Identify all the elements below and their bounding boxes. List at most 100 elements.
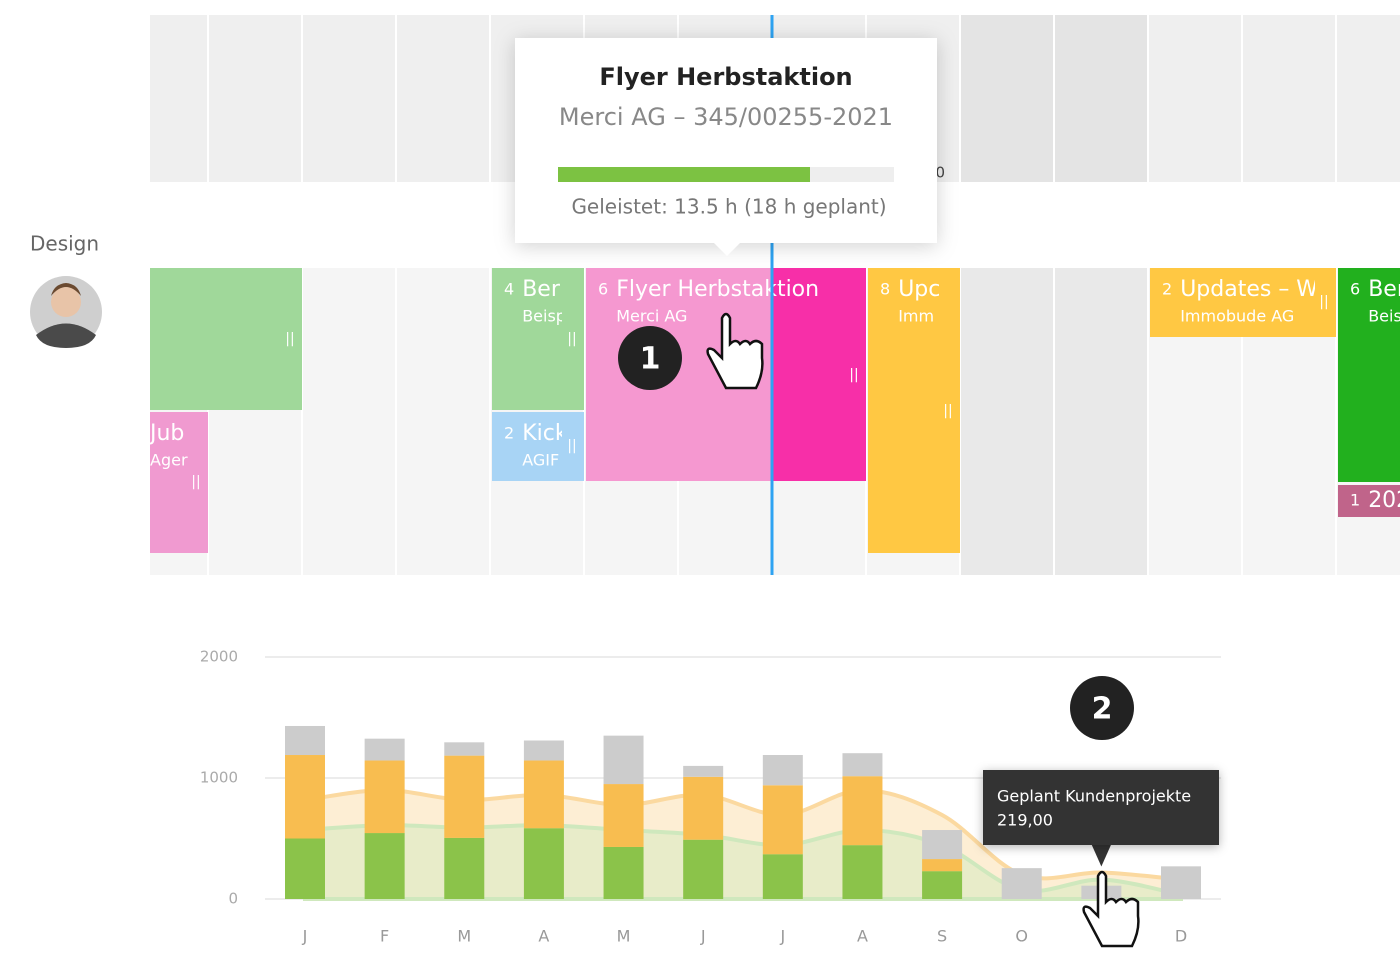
- task-client: Beisp: [522, 307, 566, 326]
- bar-segment: [603, 735, 644, 785]
- task-client: AGIF: [522, 451, 559, 470]
- bar-segment: [762, 785, 803, 855]
- bar-segment: [523, 828, 564, 899]
- drag-handle: ||: [285, 331, 294, 347]
- task-label: 1 202: [1350, 488, 1400, 513]
- task-count: 1: [1350, 491, 1360, 510]
- bar-segment: [922, 859, 963, 872]
- bar-segment: [444, 837, 485, 899]
- tooltip-text: Geleistet: 13.5 h (18 h geplant): [571, 195, 886, 219]
- drag-handle: ||: [567, 331, 576, 347]
- progress-fill: [558, 167, 810, 182]
- marker: 1: [618, 326, 682, 390]
- bar-segment: [842, 753, 883, 777]
- cursor: [706, 312, 764, 390]
- task-title: Jub: [148, 421, 184, 446]
- bar-segment: [683, 839, 724, 899]
- bar-segment: [842, 776, 883, 846]
- task-label: 8 Upc Imm: [880, 277, 940, 326]
- task-label: 2 Kick AGIF: [504, 421, 568, 470]
- task-client: Merci AG: [616, 307, 687, 326]
- x-tick-label: D: [1175, 927, 1187, 946]
- tooltip-title: Flyer Herbstaktion: [599, 63, 852, 91]
- marker-label: 2: [1092, 692, 1113, 727]
- bar-segment: [1161, 866, 1201, 899]
- task-block: [150, 412, 208, 553]
- task-title: Ber: [522, 277, 561, 302]
- task-block: [1338, 268, 1400, 482]
- task-label: 6 Ber Beis: [1350, 277, 1400, 326]
- task-count: 2: [1162, 280, 1172, 299]
- task-count: 8: [880, 280, 890, 299]
- bar-segment: [842, 845, 883, 899]
- x-tick-label: A: [857, 927, 868, 946]
- task-title: 202: [1368, 488, 1400, 513]
- drag-handle: ||: [1319, 294, 1328, 310]
- task-count: 2: [504, 424, 514, 443]
- x-tick-label: J: [302, 927, 308, 946]
- marker-label: 1: [640, 342, 661, 377]
- x-tick-label: F: [380, 927, 389, 946]
- x-tick-label: S: [937, 927, 947, 946]
- task-client: Ager: [150, 451, 188, 470]
- task-block: [1150, 268, 1336, 337]
- x-tick-label: M: [617, 927, 631, 946]
- task-block: [150, 268, 302, 410]
- task-label: 4 Ber Beisp: [504, 277, 566, 326]
- y-tick-label: 0: [228, 890, 238, 908]
- bar-segment: [683, 776, 724, 840]
- bar-segment: [603, 784, 644, 847]
- avatar: [30, 276, 102, 348]
- tooltip-series: Geplant Kundenprojekte: [997, 787, 1191, 806]
- tooltip-arrow: [1091, 844, 1112, 867]
- drag-handle: ||: [849, 367, 858, 383]
- tooltip-box: [515, 38, 937, 243]
- x-tick-label: O: [1015, 927, 1028, 946]
- task-title: Flyer Herbstaktion: [616, 277, 819, 302]
- bar-segment: [364, 738, 405, 761]
- task-client: Beis: [1368, 307, 1400, 326]
- marker: 2: [1070, 676, 1134, 740]
- task-client: Imm: [898, 307, 934, 326]
- task-block: [772, 268, 866, 481]
- cursor: [1082, 870, 1140, 948]
- bar-segment: [922, 871, 963, 899]
- bar-segment: [683, 765, 724, 777]
- bar-segment: [444, 742, 485, 756]
- bar-segment: [1001, 868, 1042, 899]
- task-title: Updates – W: [1180, 277, 1318, 302]
- task-count: 6: [598, 280, 608, 299]
- bar-segment: [364, 760, 405, 834]
- task-count: 4: [504, 280, 514, 299]
- chart: 0 1000 2000 J F M A M J J A S O D Geplant Kundenprojek…: [200, 648, 1221, 946]
- task-title: Kick: [522, 421, 568, 446]
- drag-handle: ||: [943, 403, 952, 419]
- bar-segment: [285, 838, 325, 899]
- drag-handle: ||: [191, 474, 200, 490]
- tooltip-arrow: [713, 242, 741, 256]
- task-block: [868, 268, 960, 553]
- bar-segment: [922, 830, 963, 860]
- task-title: Ber: [1368, 277, 1400, 302]
- x-tick-label: A: [538, 927, 549, 946]
- task-client: Immobude AG: [1180, 307, 1294, 326]
- tooltip-subtitle: Merci AG – 345/00255-2021: [559, 103, 893, 131]
- task-block: [492, 268, 584, 410]
- bar-segment: [444, 755, 485, 838]
- task-block: [492, 412, 584, 481]
- task-title: Upc: [898, 277, 940, 302]
- x-tick-label: J: [779, 927, 785, 946]
- bar-segment: [285, 755, 325, 839]
- y-tick-label: 1000: [200, 769, 238, 787]
- bar-segment: [603, 846, 644, 899]
- bar-segment: [523, 760, 564, 829]
- bar-segment: [285, 725, 325, 756]
- bar-segment: [762, 755, 803, 786]
- task-label: 2 Updates – W Immobude AG: [1162, 277, 1318, 326]
- y-tick-label: 2000: [200, 648, 238, 666]
- task-block: [1338, 485, 1400, 517]
- bar-segment: [364, 833, 405, 899]
